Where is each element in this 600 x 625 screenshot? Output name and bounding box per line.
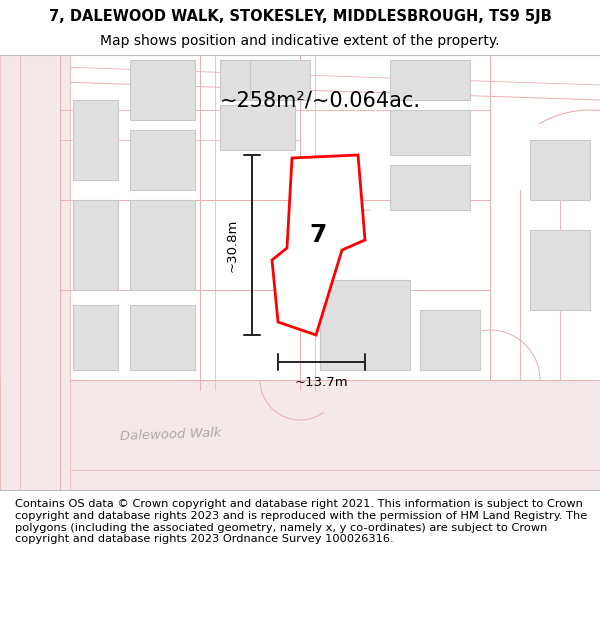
- Text: Contains OS data © Crown copyright and database right 2021. This information is : Contains OS data © Crown copyright and d…: [15, 499, 587, 544]
- Bar: [73, 305, 118, 370]
- Bar: [390, 110, 470, 155]
- Bar: [390, 60, 470, 100]
- Bar: [530, 230, 590, 310]
- Bar: [130, 305, 195, 370]
- Text: ~13.7m: ~13.7m: [295, 376, 349, 389]
- Bar: [220, 60, 295, 100]
- Text: Dalewood Walk: Dalewood Walk: [120, 427, 222, 443]
- Bar: [73, 200, 118, 290]
- Bar: [420, 310, 480, 370]
- Bar: [130, 200, 195, 290]
- Bar: [130, 60, 195, 120]
- Bar: [130, 130, 195, 190]
- Text: 7, DALEWOOD WALK, STOKESLEY, MIDDLESBROUGH, TS9 5JB: 7, DALEWOOD WALK, STOKESLEY, MIDDLESBROU…: [49, 9, 551, 24]
- Text: Map shows position and indicative extent of the property.: Map shows position and indicative extent…: [100, 34, 500, 48]
- Polygon shape: [272, 155, 365, 335]
- Bar: [320, 280, 410, 370]
- Bar: [73, 100, 118, 180]
- Bar: [250, 60, 310, 100]
- Bar: [530, 140, 590, 200]
- Text: 7: 7: [310, 223, 326, 247]
- Bar: [220, 105, 295, 150]
- Polygon shape: [0, 380, 600, 490]
- Text: ~258m²/~0.064ac.: ~258m²/~0.064ac.: [220, 90, 421, 110]
- Text: ~30.8m: ~30.8m: [226, 218, 239, 272]
- Bar: [390, 165, 470, 210]
- Polygon shape: [0, 55, 70, 490]
